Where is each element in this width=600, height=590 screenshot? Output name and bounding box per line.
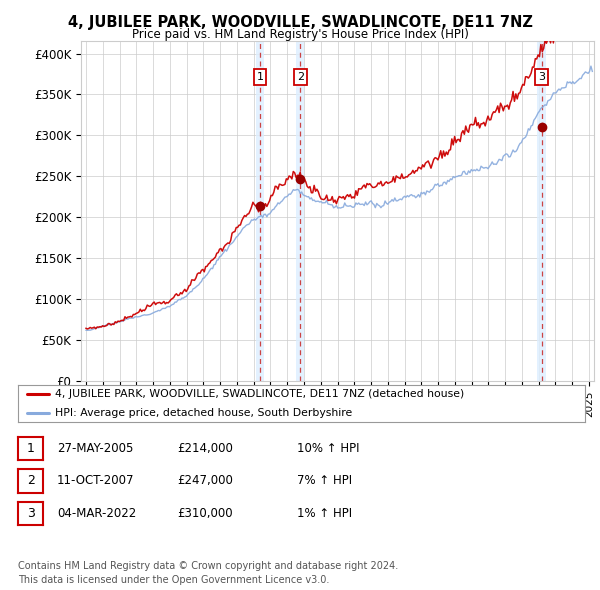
Text: 1% ↑ HPI: 1% ↑ HPI — [297, 507, 352, 520]
Text: 1: 1 — [26, 442, 35, 455]
Text: Contains HM Land Registry data © Crown copyright and database right 2024.
This d: Contains HM Land Registry data © Crown c… — [18, 561, 398, 585]
Text: 4, JUBILEE PARK, WOODVILLE, SWADLINCOTE, DE11 7NZ: 4, JUBILEE PARK, WOODVILLE, SWADLINCOTE,… — [68, 15, 532, 30]
Bar — [256, 41, 264, 381]
Text: £310,000: £310,000 — [177, 507, 233, 520]
Text: 4, JUBILEE PARK, WOODVILLE, SWADLINCOTE, DE11 7NZ (detached house): 4, JUBILEE PARK, WOODVILLE, SWADLINCOTE,… — [55, 389, 464, 399]
Text: 10% ↑ HPI: 10% ↑ HPI — [297, 442, 359, 455]
Text: 27-MAY-2005: 27-MAY-2005 — [57, 442, 133, 455]
Bar — [296, 41, 304, 381]
Text: 7% ↑ HPI: 7% ↑ HPI — [297, 474, 352, 487]
Text: 2: 2 — [26, 474, 35, 487]
Text: £214,000: £214,000 — [177, 442, 233, 455]
Text: £247,000: £247,000 — [177, 474, 233, 487]
Text: 11-OCT-2007: 11-OCT-2007 — [57, 474, 134, 487]
Text: 3: 3 — [26, 507, 35, 520]
Text: HPI: Average price, detached house, South Derbyshire: HPI: Average price, detached house, Sout… — [55, 408, 352, 418]
Text: 3: 3 — [538, 72, 545, 82]
Text: 04-MAR-2022: 04-MAR-2022 — [57, 507, 136, 520]
Text: 2: 2 — [297, 72, 304, 82]
Bar — [538, 41, 546, 381]
Text: Price paid vs. HM Land Registry's House Price Index (HPI): Price paid vs. HM Land Registry's House … — [131, 28, 469, 41]
Text: 1: 1 — [257, 72, 263, 82]
